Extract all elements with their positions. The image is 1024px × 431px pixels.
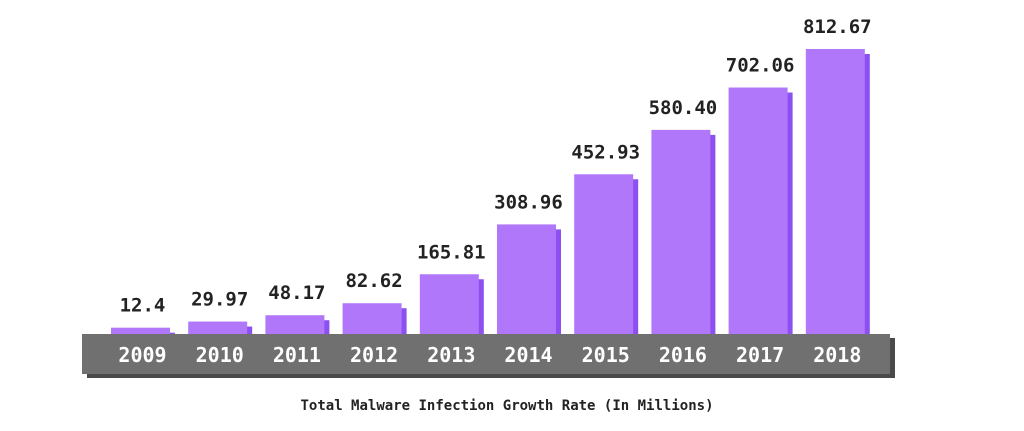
x-tick-label-2010: 2010 [196,343,244,367]
labels-layer: 12.4 2009 29.97 2010 48.17 2011 82.62 2012 165.8… [118,16,871,367]
bar-2009 [111,327,170,334]
value-label-2011: 48.17 [268,282,325,304]
bar-2012 [342,303,402,334]
bar-2017 [728,87,788,335]
bar-2018 [805,49,865,334]
axis-band [82,334,890,374]
bar-2011 [265,315,325,334]
value-label-2010: 29.97 [191,289,248,311]
chart-title: Total Malware Infection Growth Rate (In … [300,398,714,414]
x-tick-label-2015: 2015 [582,343,630,367]
bar-2015 [574,174,634,334]
value-label-2016: 580.40 [649,97,718,119]
value-label-2015: 452.93 [571,141,640,163]
bar-2010 [188,321,248,334]
value-label-2017: 702.06 [726,55,795,77]
value-label-2009: 12.4 [120,295,166,317]
bar-2014 [497,224,556,334]
x-tick-label-2014: 2014 [504,343,552,367]
x-tick-label-2017: 2017 [736,343,784,367]
value-label-2012: 82.62 [345,270,402,292]
value-label-2018: 812.67 [803,16,872,38]
x-tick-label-2013: 2013 [427,343,475,367]
x-tick-label-2016: 2016 [659,343,707,367]
value-label-2014: 308.96 [494,191,563,213]
x-tick-label-2011: 2011 [273,343,321,367]
bar-2013 [419,274,479,334]
x-tick-label-2012: 2012 [350,343,398,367]
bars-layer [111,49,870,340]
bar-2016 [651,129,711,334]
x-tick-label-2018: 2018 [813,343,861,367]
value-label-2013: 165.81 [417,241,486,263]
x-tick-label-2009: 2009 [118,343,166,367]
